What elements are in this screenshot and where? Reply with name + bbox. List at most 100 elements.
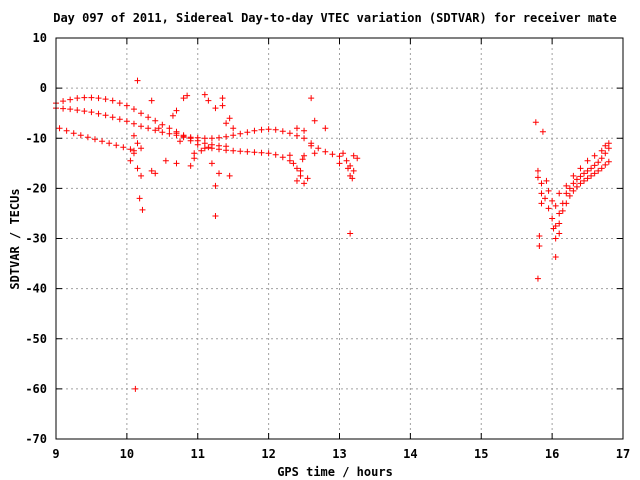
data-point (148, 97, 155, 104)
data-point (102, 112, 109, 119)
data-point (550, 225, 557, 232)
data-point (573, 176, 580, 183)
data-point (152, 170, 159, 177)
x-tick-label: 13 (332, 447, 346, 461)
data-point (556, 220, 563, 227)
data-point (169, 112, 176, 119)
data-point (322, 148, 329, 155)
data-point (595, 159, 602, 166)
data-point (173, 160, 180, 167)
data-point (329, 151, 336, 158)
y-tick-label: 0 (40, 81, 47, 95)
data-point (180, 95, 187, 102)
data-point (559, 200, 566, 207)
data-point (559, 207, 566, 214)
data-point (166, 130, 173, 137)
data-point (549, 215, 556, 222)
data-point (187, 162, 194, 169)
data-point (272, 151, 279, 158)
data-point (347, 230, 354, 237)
data-point (208, 135, 215, 142)
data-point (132, 385, 139, 392)
data-point (134, 77, 141, 84)
data-point (60, 98, 67, 105)
data-point (588, 172, 595, 179)
data-point (216, 170, 223, 177)
data-point (130, 120, 137, 127)
data-point (534, 167, 541, 174)
data-point (159, 129, 166, 136)
data-point (226, 172, 233, 179)
data-point (279, 154, 286, 161)
data-points (53, 77, 612, 392)
grid (56, 38, 623, 439)
data-point (566, 185, 573, 192)
data-point (130, 106, 137, 113)
axis-ticks: 9 10 11 12 13 14 15 16 17 10 0 -10 -20 -30 -40 -50 -60 -7… (25, 31, 630, 461)
data-point (605, 158, 612, 165)
data-point (591, 162, 598, 169)
data-point (549, 197, 556, 204)
data-point (159, 121, 166, 128)
data-point (538, 200, 545, 207)
data-point (145, 114, 152, 121)
data-point (60, 105, 67, 112)
data-point (237, 148, 244, 155)
x-tick-label: 11 (191, 447, 205, 461)
data-point (138, 145, 145, 152)
data-point (212, 105, 219, 112)
data-point (577, 180, 584, 187)
data-point (301, 152, 308, 159)
data-point (336, 160, 343, 167)
data-point (536, 232, 543, 239)
data-point (138, 110, 145, 117)
data-point (223, 147, 230, 154)
data-point (308, 95, 315, 102)
data-point (297, 172, 304, 179)
data-point (187, 137, 194, 144)
data-point (556, 190, 563, 197)
data-point (230, 125, 237, 132)
data-point (538, 190, 545, 197)
data-point (219, 95, 226, 102)
data-point (315, 145, 322, 152)
data-point (67, 96, 74, 103)
data-point (552, 202, 559, 209)
data-point (173, 130, 180, 137)
data-point (584, 175, 591, 182)
x-tick-label: 17 (616, 447, 630, 461)
data-point (116, 116, 123, 123)
data-point (244, 148, 251, 155)
data-point (130, 132, 137, 139)
data-point (226, 115, 233, 122)
data-point (588, 165, 595, 172)
y-tick-label: -20 (25, 181, 47, 195)
y-tick-label: -40 (25, 282, 47, 296)
data-point (81, 94, 88, 101)
data-point (102, 96, 109, 103)
data-point (602, 142, 609, 149)
data-point (322, 125, 329, 132)
data-point (145, 125, 152, 132)
data-point (212, 212, 219, 219)
data-point (223, 133, 230, 140)
data-point (301, 180, 308, 187)
data-point (212, 182, 219, 189)
data-point (56, 125, 63, 132)
data-point (311, 117, 318, 124)
data-point (109, 114, 116, 121)
data-point (286, 157, 293, 164)
y-tick-label: -10 (25, 131, 47, 145)
data-point (584, 157, 591, 164)
data-point (88, 109, 95, 116)
data-point (77, 132, 84, 139)
data-point (286, 130, 293, 137)
data-point (563, 190, 570, 197)
y-tick-label: -50 (25, 332, 47, 346)
data-point (127, 157, 134, 164)
data-point (91, 136, 98, 143)
data-point (311, 150, 318, 157)
data-point (237, 130, 244, 137)
series-1 (53, 77, 361, 392)
